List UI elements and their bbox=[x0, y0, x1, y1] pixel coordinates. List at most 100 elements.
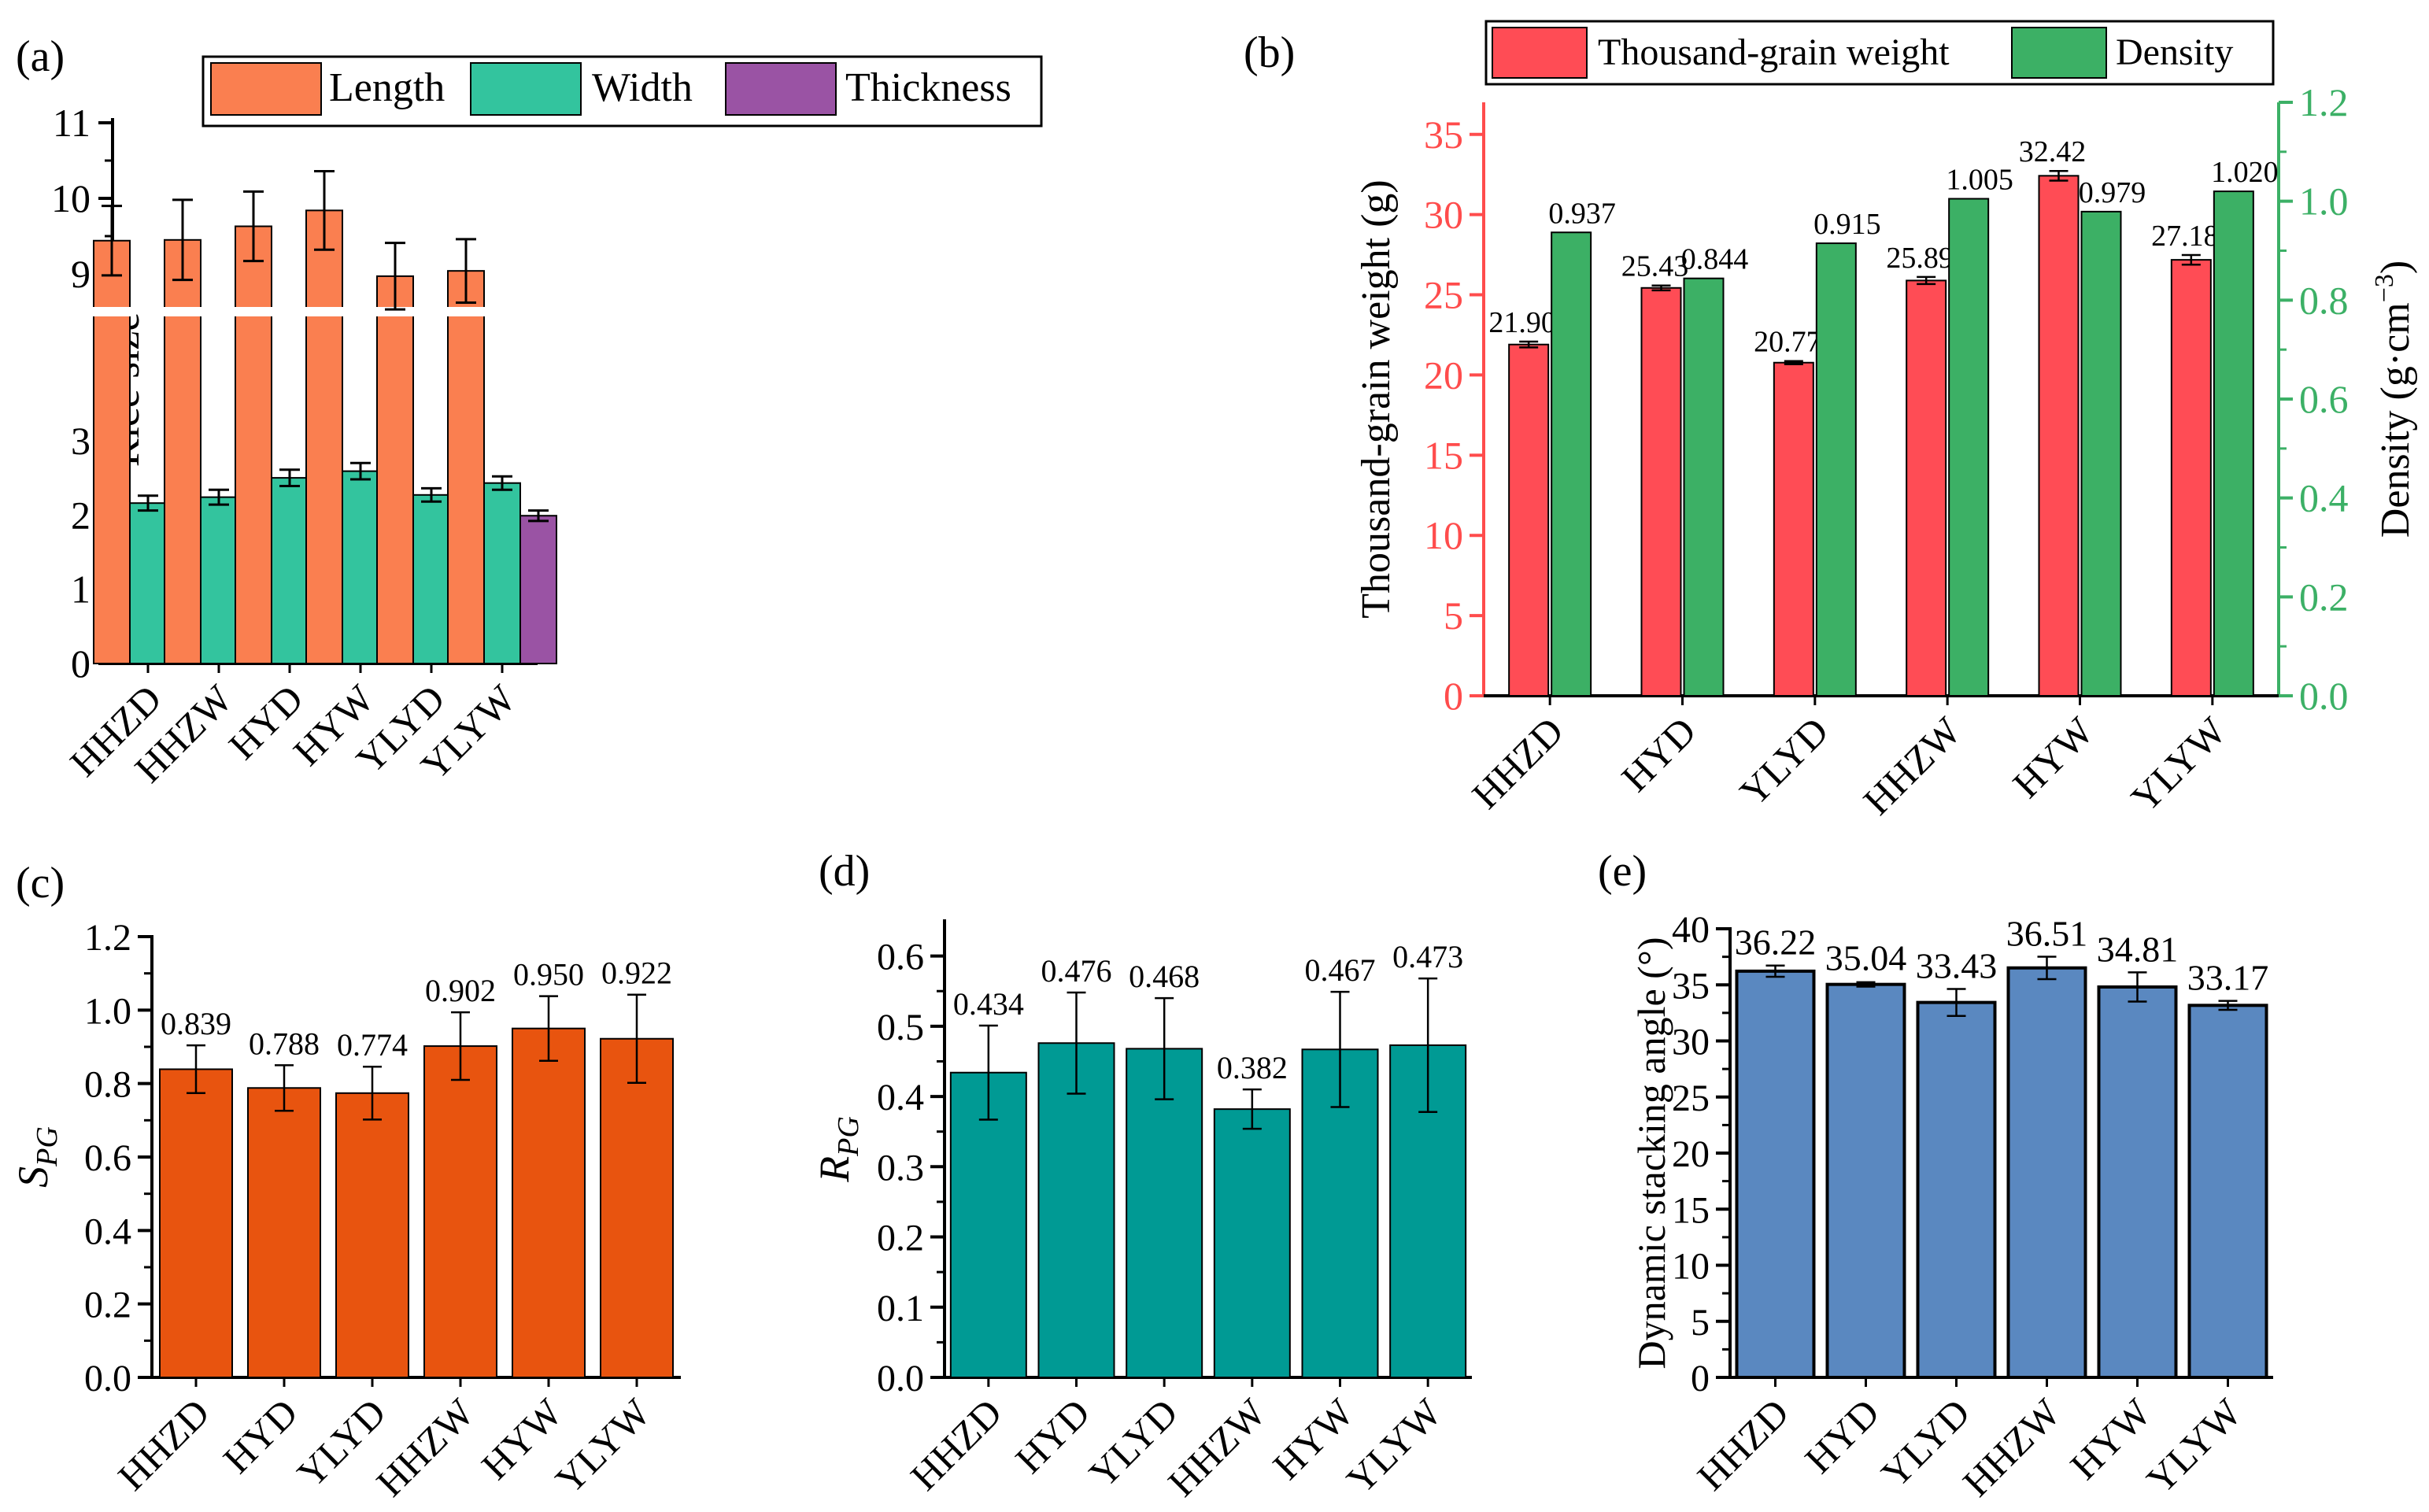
bar-width bbox=[271, 477, 309, 664]
data-label: 0.922 bbox=[601, 956, 672, 991]
data-label: 0.476 bbox=[1041, 953, 1112, 989]
x-tick-label: HHZD bbox=[902, 1390, 1011, 1499]
y-tick-label: 25 bbox=[1672, 1078, 1710, 1119]
bar-density bbox=[2080, 210, 2122, 697]
panel-label-a: (a) bbox=[16, 32, 65, 81]
y-axis-label: RPG bbox=[811, 1116, 865, 1183]
bar-thousand-grain-weight bbox=[2038, 175, 2080, 697]
y-tick-label: 1.0 bbox=[84, 990, 131, 1032]
bar-width bbox=[483, 482, 521, 665]
bar bbox=[1213, 1108, 1291, 1378]
bar bbox=[247, 1087, 321, 1379]
bar-thickness bbox=[519, 515, 557, 664]
left-y-tick-label: 0 bbox=[1444, 674, 1463, 718]
bar-thousand-grain-weight bbox=[1640, 287, 1682, 697]
bar bbox=[1916, 1000, 1997, 1380]
bar-thousand-grain-weight bbox=[1906, 279, 1947, 697]
y-tick-label: 0.0 bbox=[877, 1358, 924, 1399]
y-tick-label: 0.8 bbox=[84, 1064, 131, 1106]
right-y-tick-label: 0.8 bbox=[2299, 278, 2349, 322]
data-label: 0.468 bbox=[1129, 959, 1200, 994]
x-tick-label: HHZD bbox=[1688, 1390, 1797, 1499]
panel-label-e: (e) bbox=[1598, 847, 1647, 896]
left-y-tick-label: 35 bbox=[1424, 113, 1463, 157]
legend-box bbox=[1484, 20, 2275, 86]
x-tick-label: YLYW bbox=[2138, 1390, 2250, 1503]
bar bbox=[2187, 1004, 2268, 1379]
panel-b: (b) 0 5 10 15 20 25 30 35 0.0 0.2 0.4 0.6 0.8 1.0 1.2 Th… bbox=[1244, 20, 2418, 823]
bar-thousand-grain-weight bbox=[2170, 259, 2212, 697]
y-tick-label: 0.0 bbox=[84, 1358, 131, 1399]
panel-label-b: (b) bbox=[1244, 28, 1295, 77]
y-tick-label: 0.5 bbox=[877, 1007, 924, 1048]
y-tick-label: 0.1 bbox=[877, 1288, 924, 1329]
legend-swatch-width bbox=[470, 62, 582, 116]
bar-length bbox=[376, 275, 414, 664]
bar-length bbox=[164, 238, 201, 664]
x-tick-label: HYD bbox=[1613, 708, 1704, 800]
legend-label-width: Width bbox=[592, 65, 693, 110]
bar bbox=[2006, 966, 2087, 1380]
x-tick-label: HYD bbox=[1796, 1390, 1887, 1481]
left-y-tick-label: 25 bbox=[1424, 273, 1463, 317]
y-tick-label: 0 bbox=[71, 641, 91, 686]
data-label: 33.43 bbox=[1916, 946, 1998, 986]
y-tick-label: 0.4 bbox=[877, 1077, 924, 1118]
data-label-weight: 21.90 bbox=[1488, 306, 1556, 339]
right-y-tick-label: 0.4 bbox=[2299, 476, 2349, 520]
y-tick-label: 3 bbox=[71, 419, 91, 463]
x-tick-label: HHZD bbox=[109, 1390, 218, 1499]
data-label: 0.382 bbox=[1217, 1050, 1288, 1085]
bar bbox=[1735, 969, 1816, 1379]
y-tick-label: 35 bbox=[1672, 965, 1710, 1007]
y-axis-label: Dynamic stacking angle (°) bbox=[1629, 937, 1673, 1370]
data-label-density: 0.915 bbox=[1813, 208, 1881, 241]
bar-break-gap bbox=[234, 307, 273, 316]
data-label-density: 0.844 bbox=[1681, 243, 1749, 276]
legend-label-density: Density bbox=[2116, 31, 2233, 73]
right-y-tick-label: 0.0 bbox=[2299, 674, 2349, 718]
y-tick-label: 11 bbox=[53, 101, 91, 145]
panel-label-d: (d) bbox=[819, 847, 870, 896]
left-y-tick-label: 15 bbox=[1424, 433, 1463, 477]
legend-label-length: Length bbox=[329, 65, 445, 110]
bar bbox=[159, 1068, 233, 1378]
y-tick-label: 0.2 bbox=[877, 1218, 924, 1259]
y-tick-label: 0.6 bbox=[84, 1137, 131, 1179]
data-label-weight: 25.43 bbox=[1621, 250, 1689, 283]
legend-swatch-weight bbox=[1492, 27, 1588, 79]
bar-length bbox=[305, 209, 343, 664]
data-label: 0.473 bbox=[1392, 939, 1463, 974]
y-tick-label: 1 bbox=[71, 567, 91, 612]
x-tick-label: HYW bbox=[2004, 708, 2102, 807]
bar-break-gap bbox=[163, 307, 202, 316]
data-label-density: 0.979 bbox=[2079, 176, 2146, 209]
panel-a: (a)012391011Rice sizeHHZDHHZWHYDHYWYLYDY… bbox=[16, 32, 1043, 791]
data-label: 35.04 bbox=[1825, 938, 1907, 978]
left-y-axis-label: Thousand-grain weight (g) bbox=[1354, 179, 1399, 618]
y-tick-label: 5 bbox=[1691, 1302, 1710, 1344]
bar-width bbox=[200, 496, 238, 665]
data-label: 36.51 bbox=[2006, 913, 2088, 953]
data-label-weight: 32.42 bbox=[2019, 135, 2087, 168]
data-label: 0.788 bbox=[249, 1026, 320, 1061]
bar-break-gap bbox=[446, 307, 486, 316]
y-axis-label: SPG bbox=[9, 1126, 64, 1188]
left-y-tick-label: 10 bbox=[1424, 513, 1463, 557]
bar-width bbox=[412, 494, 450, 664]
y-tick-label: 0.6 bbox=[877, 937, 924, 978]
bar bbox=[1825, 982, 1906, 1380]
x-tick-label: HHZW bbox=[1159, 1390, 1274, 1505]
panel-d: (d) 0.0 0.1 0.2 0.3 0.4 0.5 0.6 RPG 0.434 HHZD 0.47… bbox=[811, 847, 1472, 1505]
panel-label-c: (c) bbox=[16, 859, 65, 908]
bar-thousand-grain-weight bbox=[1773, 361, 1814, 697]
right-y-tick-label: 0.6 bbox=[2299, 377, 2349, 421]
y-tick-label: 10 bbox=[51, 176, 91, 220]
y-tick-label: 15 bbox=[1672, 1189, 1710, 1231]
bar-break-gap bbox=[305, 307, 344, 316]
x-tick-label: HHZW bbox=[1954, 1390, 2069, 1505]
bar-density bbox=[1683, 277, 1725, 697]
y-tick-label: 0.2 bbox=[84, 1285, 131, 1326]
bar-length bbox=[447, 270, 485, 664]
